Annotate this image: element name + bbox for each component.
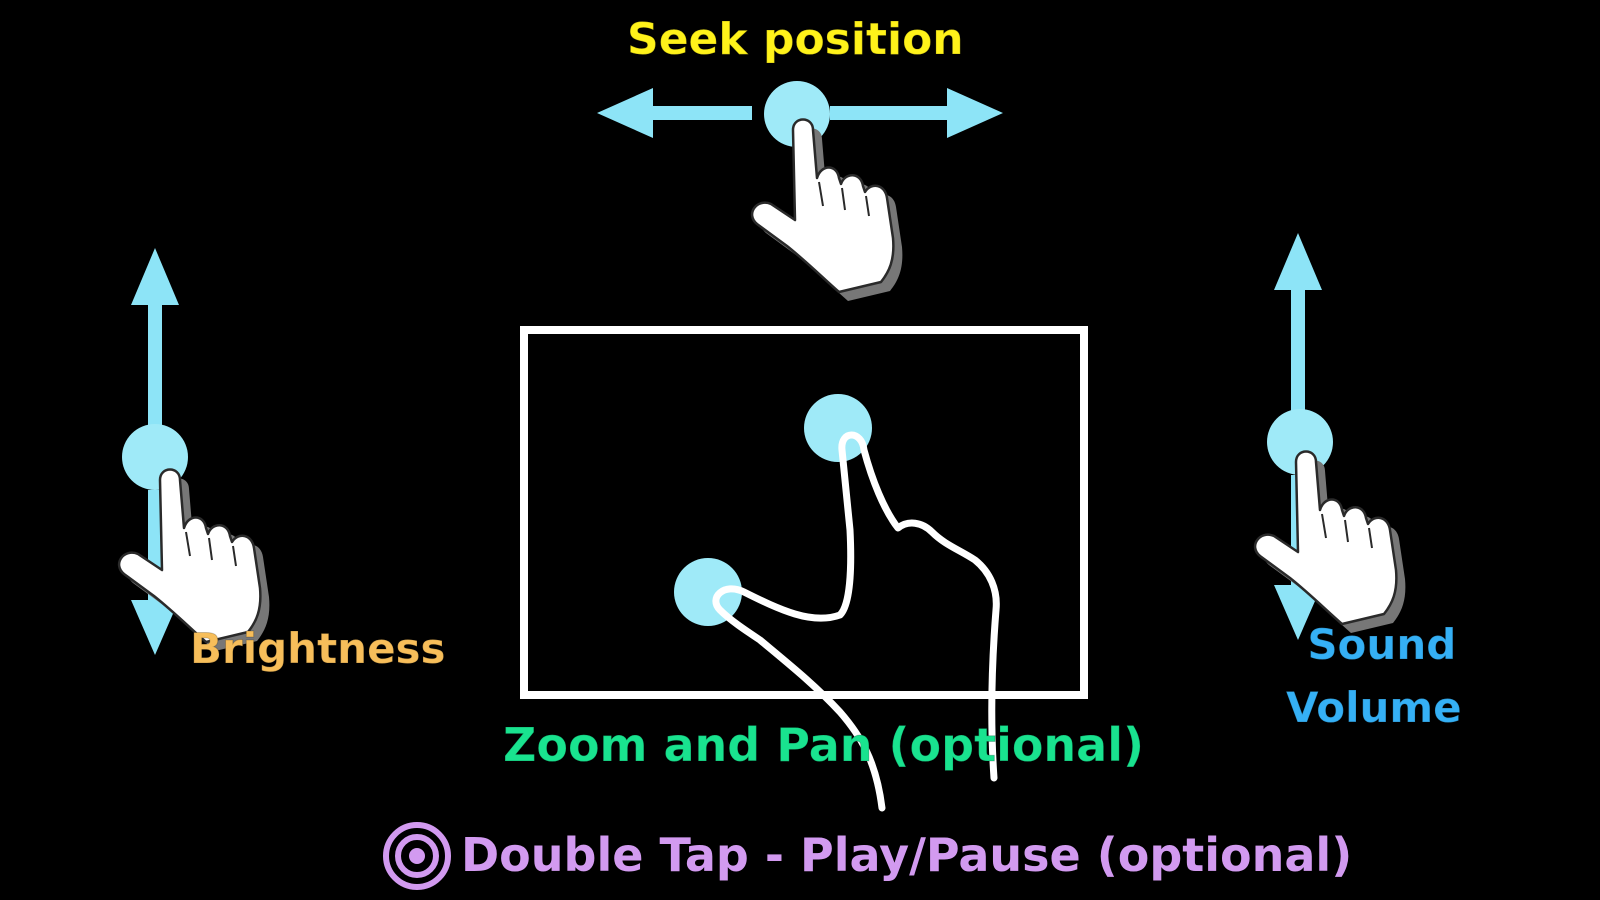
volume-gesture <box>1253 233 1407 640</box>
volume-arrow-up-icon <box>1274 233 1322 415</box>
brightness-label: Brightness <box>190 624 447 673</box>
double-tap-row: Double Tap - Play/Pause (optional) <box>381 820 1352 890</box>
sound-volume-label-line1: Sound <box>1307 620 1457 670</box>
sound-volume-label: Sound Volume <box>1286 613 1463 739</box>
zoom-touch-dot-bottom <box>674 558 742 626</box>
double-tap-icon <box>383 822 451 890</box>
seek-pointing-hand-icon <box>750 118 904 303</box>
double-tap-label: Double Tap - Play/Pause (optional) <box>461 828 1353 882</box>
seek-arrow-right-icon <box>830 88 1003 138</box>
seek-arrow-left-icon <box>597 88 752 138</box>
brightness-gesture <box>117 248 271 655</box>
seek-position-label: Seek position <box>627 14 965 65</box>
seek-gesture <box>597 81 1003 303</box>
brightness-arrow-up-icon <box>131 248 179 430</box>
zoom-pan-gesture <box>520 326 1088 812</box>
zoom-pan-label: Zoom and Pan (optional) <box>502 718 1145 772</box>
video-frame <box>520 326 1088 699</box>
zoom-touch-dot-top <box>804 394 872 462</box>
pinch-hand-icon <box>712 431 1000 812</box>
sound-volume-label-line2: Volume <box>1286 683 1463 733</box>
volume-pointing-hand-icon <box>1253 450 1407 635</box>
